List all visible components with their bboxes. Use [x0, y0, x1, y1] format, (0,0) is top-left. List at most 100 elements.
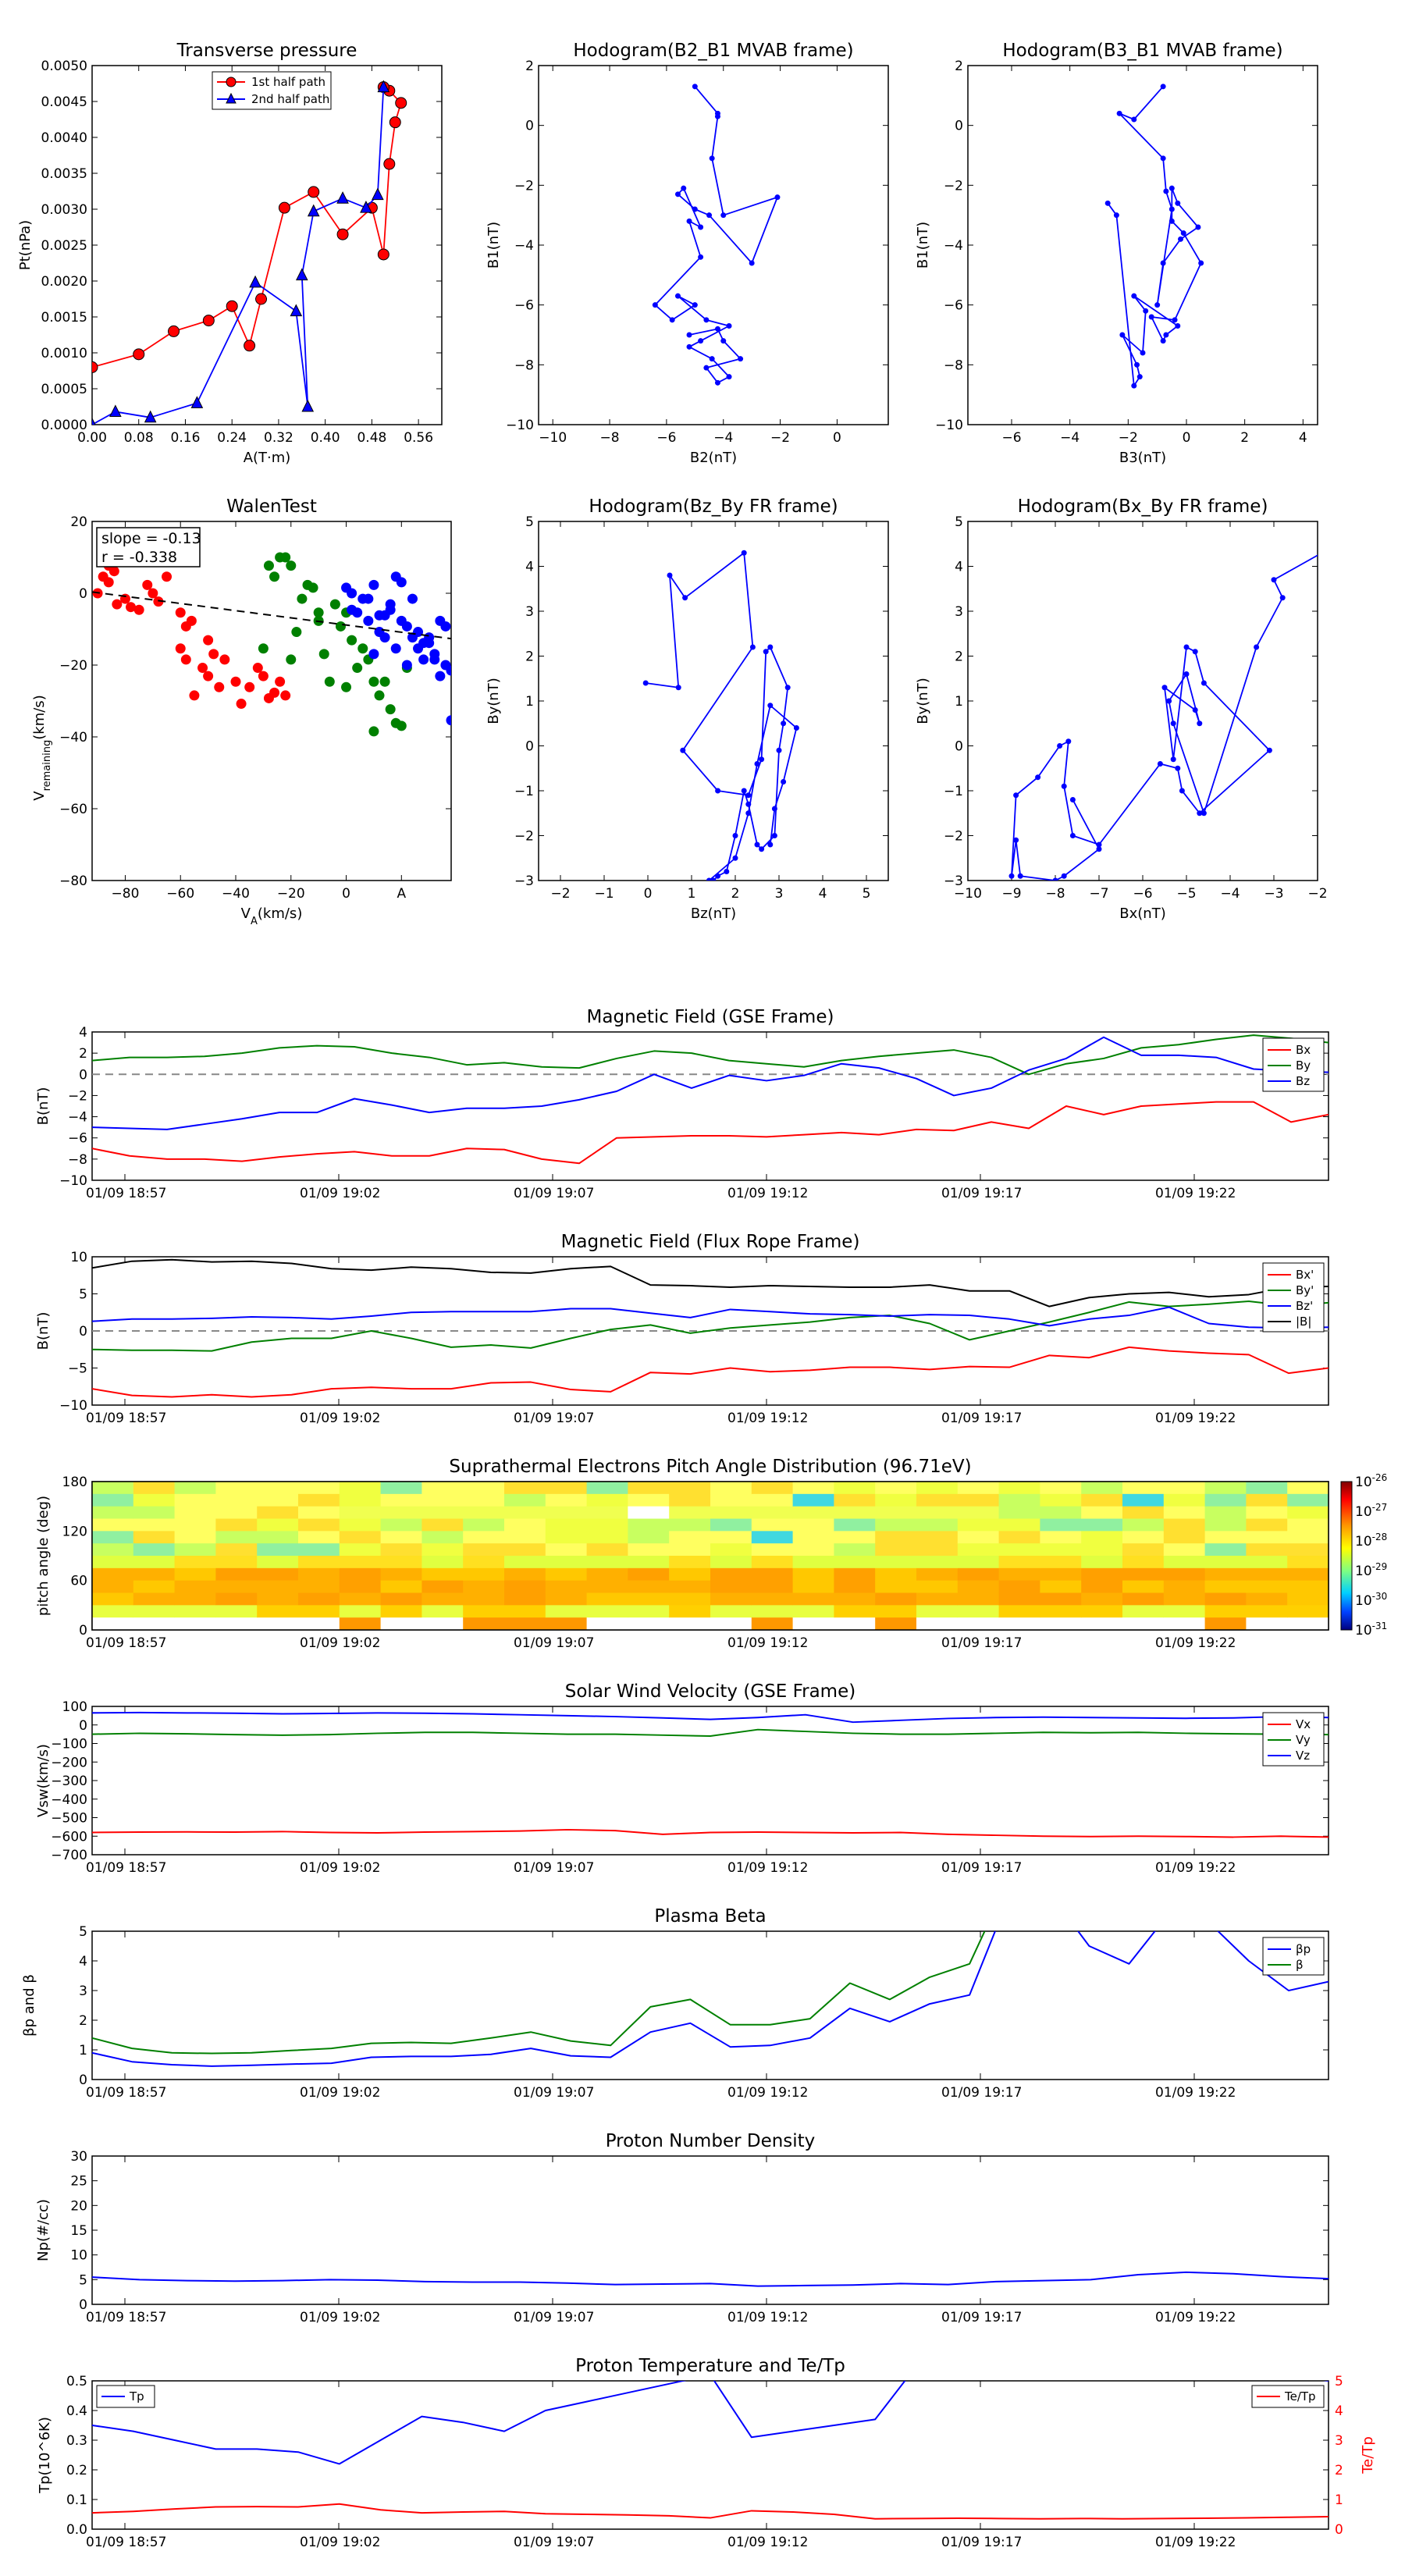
data-point [286, 654, 297, 665]
y-tick-label: 0 [525, 739, 534, 755]
data-point [680, 747, 686, 753]
heatmap-cell [1081, 1506, 1123, 1520]
heatmap-cell [92, 1506, 134, 1520]
time-tick-label: 01/09 19:02 [300, 2535, 380, 2550]
y-tick-label: 5 [79, 1924, 87, 1940]
heatmap-cell [339, 1617, 382, 1630]
y2-tick-label: 0 [1335, 2522, 1343, 2538]
data-point [385, 604, 396, 615]
plot-area [92, 1034, 1329, 1165]
x-tick-label: −6 [1133, 886, 1152, 902]
y-tick-label: 0.0020 [41, 274, 87, 290]
legend-label: Te/Tp [1284, 2389, 1316, 2403]
y-tick-label: 2 [955, 649, 963, 665]
heatmap-cell [545, 1543, 588, 1557]
heatmap-cell [710, 1580, 752, 1594]
x-tick-label: −60 [166, 886, 194, 902]
data-point [291, 627, 302, 638]
heatmap-cell [875, 1518, 917, 1532]
data-point [435, 671, 446, 681]
y-tick-label: 1 [79, 2043, 87, 2058]
plot-frame [91, 2380, 1329, 2530]
data-point [208, 649, 219, 660]
heatmap-cell [998, 1605, 1040, 1618]
colorbar-tick-label: 10-27 [1355, 1502, 1387, 1520]
legend-label: β [1296, 1958, 1304, 1972]
data-point [360, 201, 372, 213]
data-point [698, 224, 704, 230]
heatmap-cell [257, 1506, 299, 1520]
series-line-Bz' [92, 1306, 1329, 1329]
data-point [767, 644, 774, 650]
data-point [389, 116, 401, 129]
heatmap-cell [92, 1482, 134, 1495]
data-point [703, 365, 710, 371]
heatmap-cell [792, 1506, 834, 1520]
heatmap-cell [422, 1580, 464, 1594]
heatmap-cell [1204, 1531, 1247, 1544]
heatmap-cell [1204, 1567, 1247, 1582]
data-point [1161, 685, 1168, 691]
data-point [1065, 738, 1072, 745]
heatmap-cell [257, 1592, 299, 1606]
series-line-Vz [92, 1711, 1329, 1724]
heatmap-cell [1163, 1531, 1206, 1544]
time-tick-label: 01/09 19:07 [514, 2310, 594, 2325]
heatmap-cell [545, 1493, 588, 1507]
heatmap-cell [669, 1567, 711, 1582]
x-tick-label: 2 [731, 886, 740, 902]
data-point [1197, 810, 1203, 817]
data-point [379, 632, 390, 643]
heatmap-cell [957, 1605, 1000, 1618]
heatmap-cell [133, 1506, 176, 1520]
y-tick-label: 120 [62, 1524, 87, 1539]
legend-label: Bx' [1296, 1268, 1314, 1282]
heatmap-cell [1081, 1567, 1123, 1582]
heatmap-cell [298, 1605, 340, 1618]
heatmap-cell [257, 1493, 299, 1507]
heatmap-cell [174, 1543, 216, 1557]
chart-pad: Suprathermal Electrons Pitch Angle Distr… [35, 1457, 1387, 1651]
heatmap-cell [257, 1567, 299, 1582]
heatmap-cell [1040, 1556, 1082, 1569]
data-point [745, 801, 752, 807]
heatmap-cell [298, 1592, 340, 1606]
heatmap-cell [504, 1556, 546, 1569]
data-point [103, 577, 114, 588]
heatmap-cell [92, 1605, 134, 1618]
data-point [714, 379, 720, 386]
x-tick-label: −9 [1001, 886, 1021, 902]
heatmap-cell [1204, 1518, 1247, 1532]
heatmap-cell [422, 1617, 464, 1630]
heatmap-cell [792, 1543, 834, 1557]
data-point [674, 191, 681, 197]
y-tick-label: −10 [59, 1173, 87, 1189]
heatmap-cell [422, 1556, 464, 1569]
y-tick-label: 0.0045 [41, 94, 87, 110]
heatmap-cell [504, 1617, 546, 1630]
x-axis-label: Bz(nT) [691, 906, 736, 922]
heatmap-cell [998, 1531, 1040, 1544]
plot-area [92, 552, 451, 737]
data-point [1157, 761, 1163, 767]
plot-frame [967, 65, 1318, 425]
heatmap-cell [1122, 1592, 1165, 1606]
data-point [763, 649, 769, 655]
y-axis-label: B1(nT) [915, 222, 931, 269]
heatmap-cell [669, 1556, 711, 1569]
heatmap-cell [92, 1493, 134, 1507]
heatmap-cell [1040, 1543, 1082, 1557]
series-line-By' [92, 1300, 1329, 1352]
data-point [709, 155, 715, 162]
heatmap-cell [1204, 1482, 1247, 1495]
legend: Bx'By' Bz' |B| [1262, 1262, 1325, 1332]
heatmap-cell [174, 1580, 216, 1594]
y2-tick-label: 4 [1335, 2403, 1343, 2419]
time-tick-label: 01/09 19:12 [727, 1860, 808, 1876]
data-point [720, 338, 727, 344]
heatmap-cell [1081, 1493, 1123, 1507]
legend-label: |B| [1296, 1315, 1311, 1329]
x-tick-label: 0.00 [77, 430, 107, 446]
heatmap-cell [133, 1592, 176, 1606]
series-line-By [92, 1034, 1329, 1076]
